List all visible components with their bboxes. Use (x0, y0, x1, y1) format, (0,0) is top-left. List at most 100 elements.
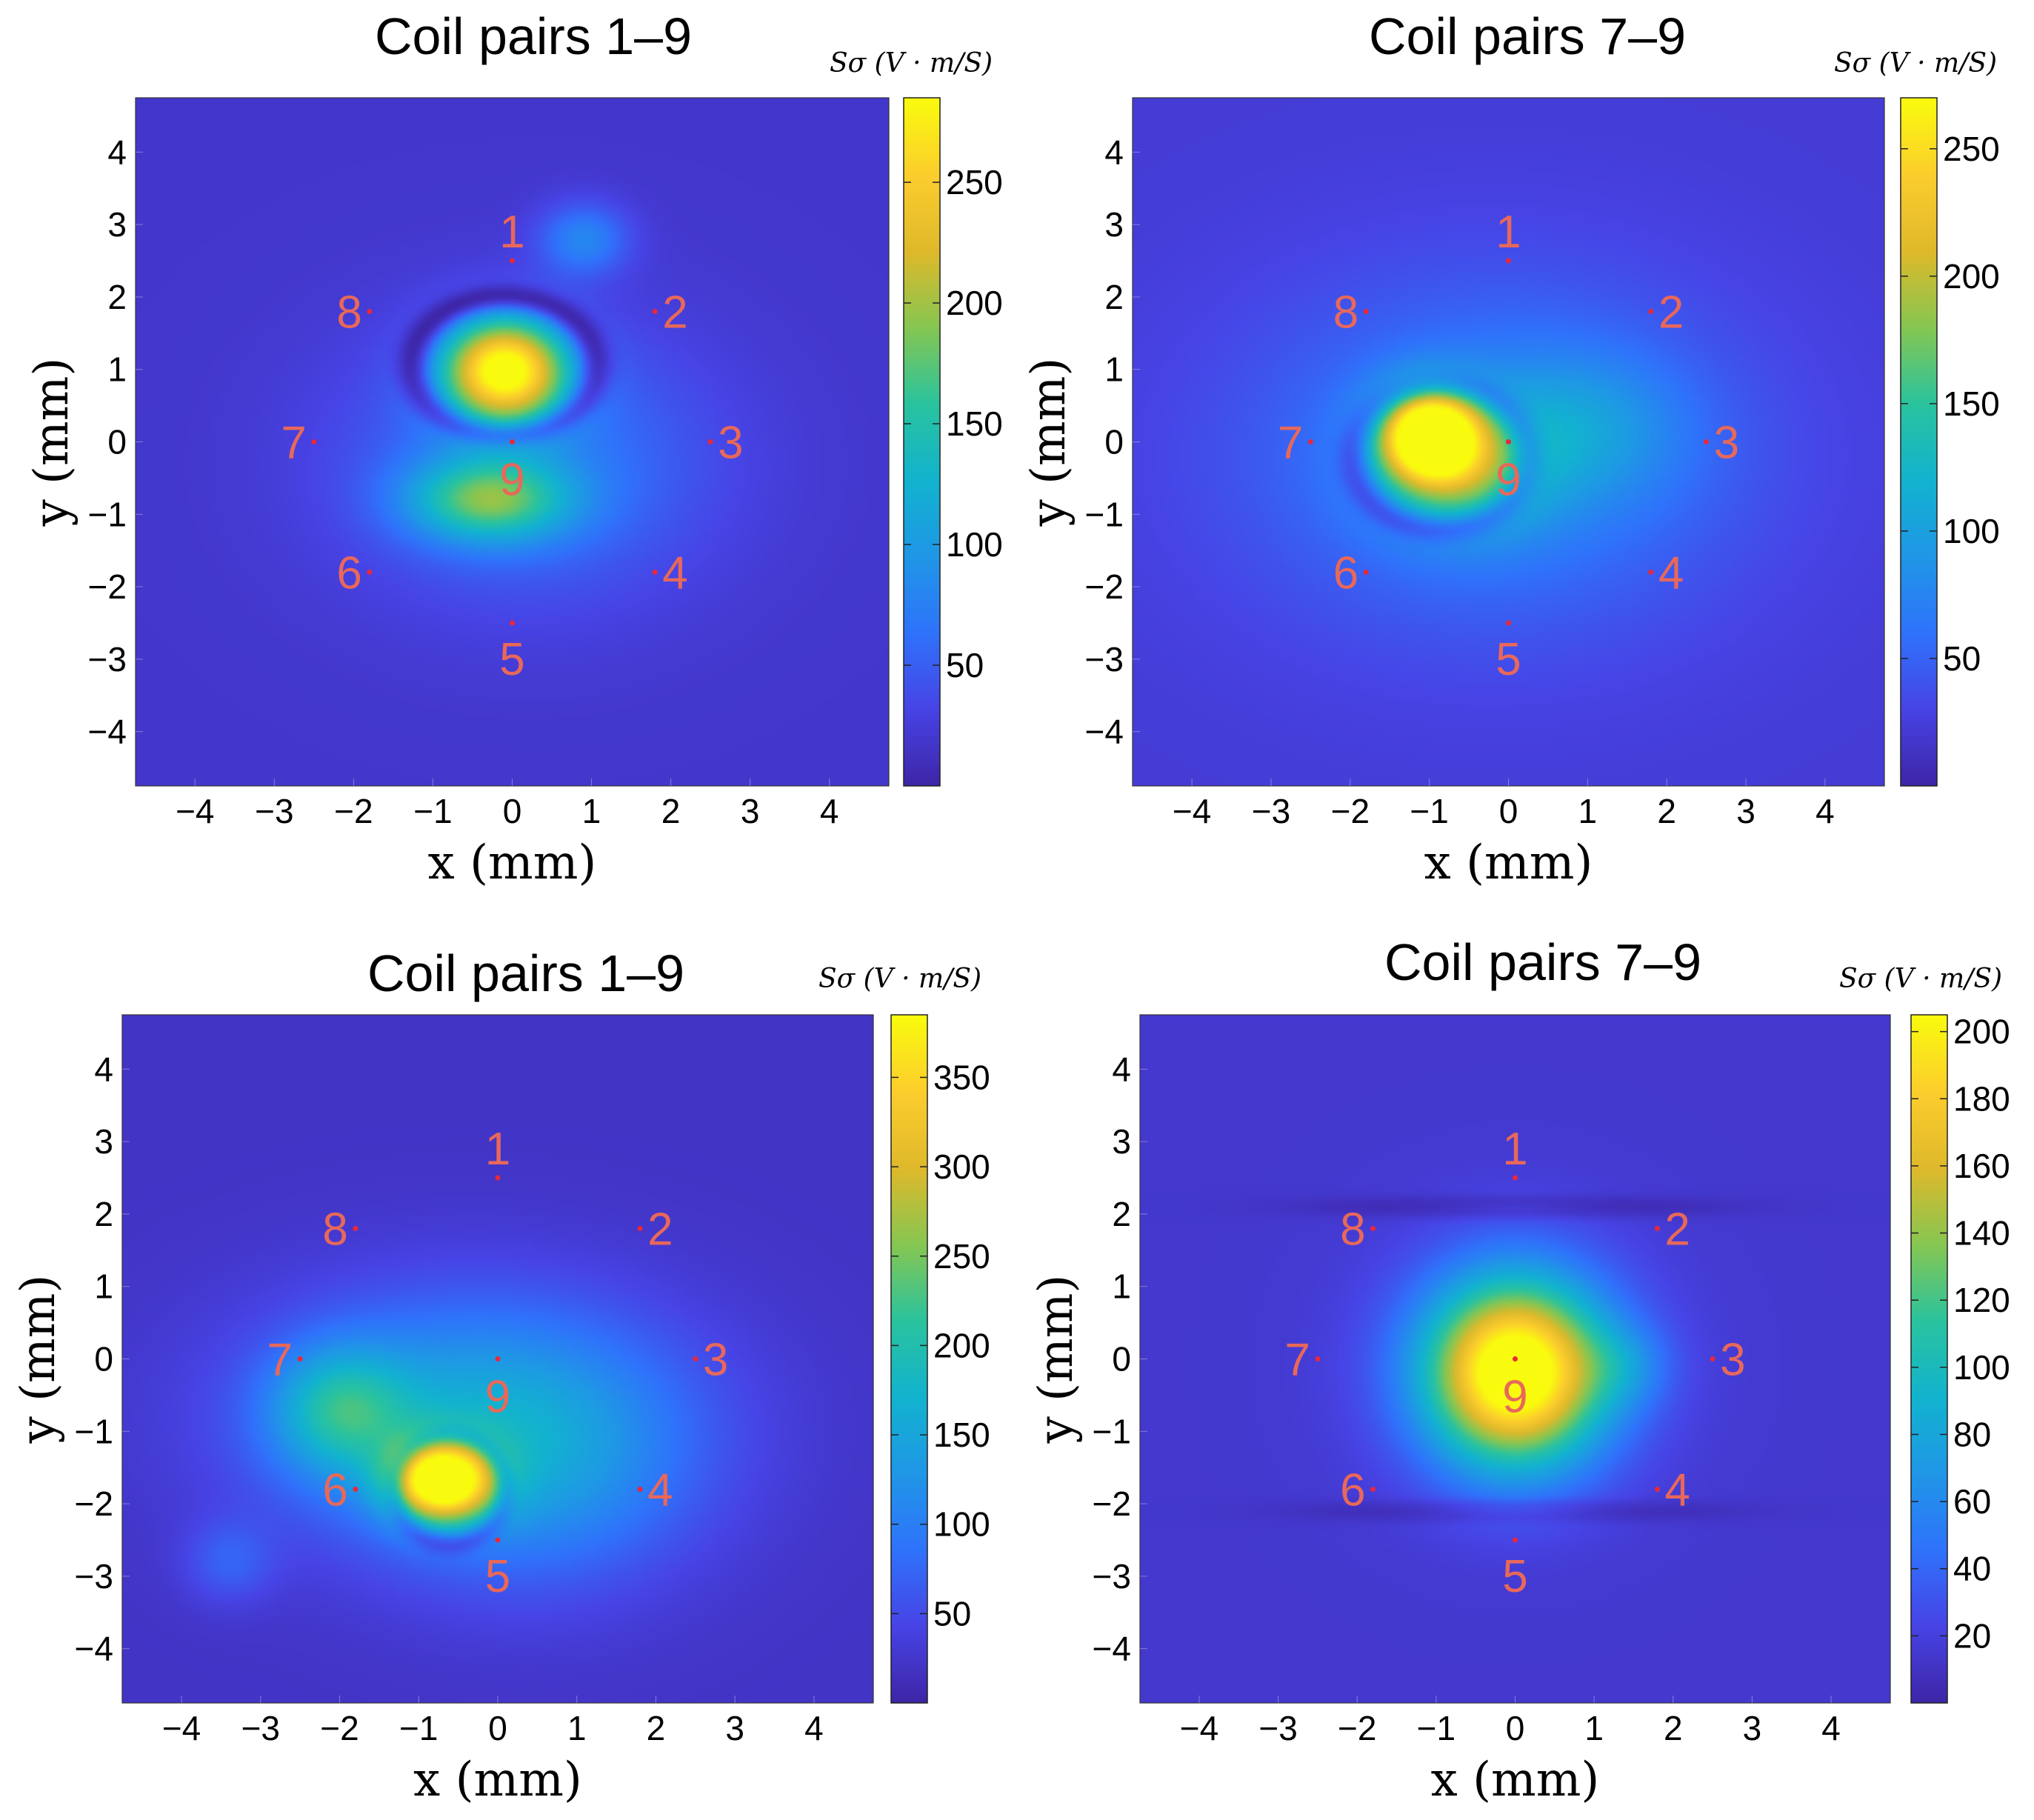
x-tick-label: 4 (1815, 792, 1835, 830)
colorbar-frame (903, 97, 941, 787)
colorbar-tick-label: 40 (1953, 1550, 1991, 1588)
colorbar-tick-label: 150 (946, 404, 1003, 443)
coil-3-label: 3 (703, 1335, 728, 1386)
coil-8-marker (367, 308, 373, 314)
x-tick-label: −2 (320, 1709, 359, 1747)
y-tick-label: 4 (1112, 1050, 1131, 1088)
coil-5-label: 5 (1502, 1551, 1527, 1602)
coil-7-marker (311, 439, 317, 444)
x-tick-label: −2 (1331, 792, 1370, 830)
x-tick-label: −1 (413, 792, 452, 830)
coil-5-label: 5 (499, 634, 524, 685)
y-tick-label: −1 (1085, 495, 1124, 533)
coil-9-marker (1513, 1356, 1518, 1361)
colorbar-tick-label: 200 (1943, 257, 2000, 296)
colorbar-tick-label: 60 (1953, 1482, 1991, 1521)
coil-2-label: 2 (1658, 287, 1684, 338)
coil-5-marker (510, 620, 515, 626)
y-tick-label: −4 (1093, 1630, 1131, 1668)
coil-2-marker (637, 1225, 643, 1231)
colorbar-tick-label: 200 (946, 284, 1003, 322)
coil-6-label: 6 (336, 548, 361, 599)
y-tick-label: −1 (88, 495, 127, 533)
coil-1-label: 1 (1496, 207, 1521, 258)
coil-3-marker (1704, 439, 1710, 444)
chart-title: Coil pairs 7–9 (1369, 7, 1686, 65)
x-tick-label: 3 (741, 792, 760, 830)
coil-9-label: 9 (499, 455, 524, 506)
colorbar-tick-label: 50 (933, 1594, 971, 1633)
y-tick-label: 1 (1112, 1267, 1131, 1306)
colorbar-frame (1900, 97, 1938, 787)
coil-1-marker (1506, 258, 1511, 264)
coil-6-marker (367, 570, 373, 576)
x-tick-label: −3 (241, 1709, 280, 1747)
coil-2-label: 2 (647, 1204, 673, 1255)
x-tick-label: 3 (1736, 792, 1755, 830)
coil-6-marker (353, 1487, 359, 1493)
y-tick-label: −4 (88, 713, 127, 751)
y-tick-label: −2 (1085, 567, 1124, 606)
coil-4-label: 4 (1658, 548, 1684, 599)
coil-1-label: 1 (499, 207, 524, 258)
x-tick-label: −4 (162, 1709, 201, 1747)
coil-1-label: 1 (1502, 1124, 1527, 1175)
coil-6-label: 6 (1340, 1465, 1365, 1516)
y-tick-label: 3 (94, 1122, 113, 1161)
colorbar-label: Sσ (V · m/S) (830, 48, 993, 79)
colorbar-4 (1911, 1015, 1947, 1703)
coil-9-marker (510, 439, 515, 444)
x-tick-label: −4 (1180, 1709, 1218, 1747)
coil-6-marker (1363, 570, 1369, 576)
coil-3-label: 3 (718, 418, 743, 469)
y-tick-label: 2 (1104, 278, 1124, 316)
y-tick-label: 4 (107, 133, 127, 171)
x-tick-label: 0 (1499, 792, 1518, 830)
plot-frame (1132, 97, 1885, 787)
coil-9-marker (1506, 439, 1511, 444)
y-tick-label: 1 (94, 1267, 113, 1306)
coil-7-label: 7 (1284, 1335, 1310, 1386)
x-tick-label: 3 (725, 1709, 744, 1747)
coil-5-marker (1506, 620, 1511, 626)
coil-4-marker (652, 570, 658, 576)
colorbar-label: Sσ (V · m/S) (1834, 48, 1997, 79)
y-tick-label: −3 (88, 640, 127, 679)
y-tick-label: 0 (1104, 423, 1124, 461)
y-tick-label: 0 (1112, 1340, 1131, 1379)
x-tick-label: 2 (1657, 792, 1676, 830)
x-axis-label: x (mm) (428, 836, 597, 890)
coil-9-marker (495, 1356, 501, 1361)
colorbar-tick-label: 140 (1953, 1214, 2010, 1253)
coil-7-label: 7 (1278, 418, 1303, 469)
colorbar-tick-label: 160 (1953, 1147, 2010, 1185)
colorbar-tick-label: 20 (1953, 1616, 1991, 1655)
y-tick-label: −4 (1085, 713, 1124, 751)
y-tick-label: −4 (75, 1630, 113, 1668)
x-tick-label: −4 (1173, 792, 1211, 830)
coil-1-label: 1 (485, 1124, 510, 1175)
x-tick-label: −1 (1410, 792, 1448, 830)
coil-7-label: 7 (281, 418, 306, 469)
coil-8-marker (353, 1225, 359, 1231)
coil-8-marker (1370, 1225, 1376, 1231)
y-tick-label: 0 (94, 1340, 113, 1379)
y-tick-label: −3 (1085, 640, 1124, 679)
coil-6-label: 6 (322, 1465, 347, 1516)
y-tick-label: −1 (1093, 1412, 1131, 1450)
colorbar-tick-label: 100 (946, 525, 1003, 564)
coil-9-label: 9 (485, 1372, 510, 1423)
coil-4-label: 4 (647, 1465, 673, 1516)
coil-9-label: 9 (1496, 455, 1521, 506)
y-tick-label: 2 (107, 278, 127, 316)
colorbar-tick-label: 200 (1953, 1013, 2010, 1051)
coil-4-marker (637, 1487, 643, 1493)
y-tick-label: −3 (1093, 1557, 1131, 1596)
x-tick-label: 3 (1743, 1709, 1762, 1747)
x-tick-label: −2 (334, 792, 373, 830)
colorbar-tick-label: 250 (933, 1237, 990, 1276)
coil-1-marker (510, 258, 515, 264)
y-axis-label: y (mm) (1029, 1275, 1084, 1444)
colorbar-tick-label: 150 (1943, 384, 2000, 423)
colorbar-label: Sσ (V · m/S) (1839, 964, 2002, 994)
